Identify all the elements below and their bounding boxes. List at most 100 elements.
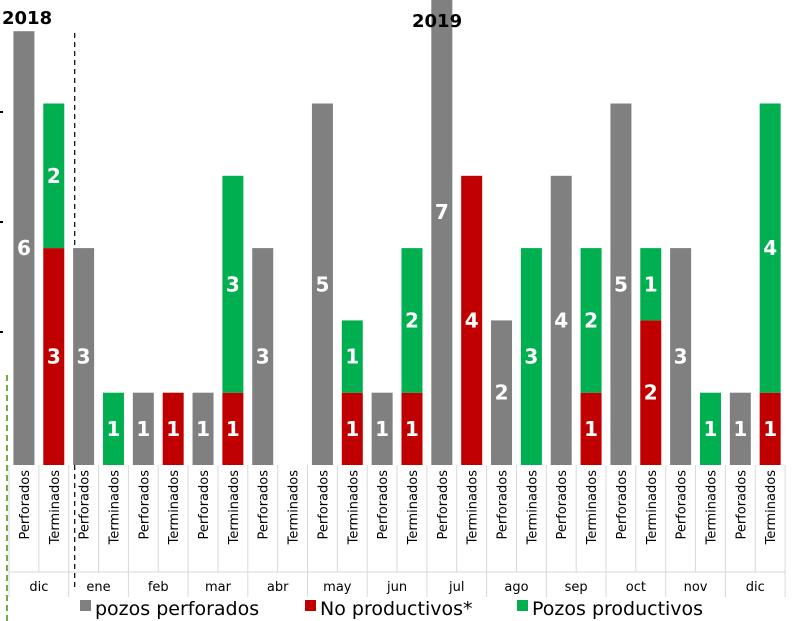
bar-type-label: Terminados [645, 470, 660, 546]
year-label-2019: 2019 [412, 11, 462, 32]
data-label: 1 [405, 417, 419, 441]
bar-type-label: Terminados [585, 470, 600, 546]
bar-segment [132, 392, 154, 465]
data-label: 1 [733, 417, 747, 441]
month-label: dic [746, 580, 765, 595]
bar-segment [371, 392, 393, 465]
bar-type-label: Perforados [675, 470, 690, 540]
data-label: 6 [17, 236, 31, 260]
bar-type-labels: Perforados Terminados Perforados Terminados… [18, 470, 779, 546]
legend-swatch [517, 600, 528, 611]
month-label: mar [205, 580, 232, 595]
bar-segment [580, 392, 602, 465]
month-label: abr [267, 580, 289, 595]
left-axis-marks [0, 111, 8, 621]
data-label: 4 [763, 236, 777, 260]
legend-swatch [305, 600, 316, 611]
month-label: sep [565, 580, 588, 595]
bar-type-label: Terminados [227, 470, 242, 546]
data-label: 3 [524, 345, 538, 369]
bar-segment [311, 103, 333, 465]
data-label: 1 [345, 417, 359, 441]
bar-segment [759, 103, 781, 393]
bars-group [13, 0, 781, 466]
bar-type-label: Perforados [496, 470, 511, 540]
month-label: may [323, 580, 352, 595]
bar-segment [550, 175, 572, 466]
month-label: dic [29, 580, 48, 595]
bar-segment [729, 392, 751, 465]
data-label: 1 [196, 417, 210, 441]
bar-segment [13, 31, 35, 465]
bar-segment [73, 248, 95, 465]
bar-segment [252, 248, 274, 465]
data-label: 3 [77, 345, 91, 369]
bar-type-label: Terminados [406, 470, 421, 546]
data-label: 1 [166, 417, 180, 441]
bar-type-label: Perforados [376, 470, 391, 540]
category-grid [8, 465, 786, 597]
month-label: feb [148, 580, 169, 595]
bar-type-label: Perforados [137, 470, 152, 540]
month-label: ago [504, 580, 528, 595]
data-label: 1 [107, 417, 121, 441]
bar-type-label: Perforados [436, 470, 451, 540]
month-label: jul [448, 580, 464, 595]
data-label: 2 [495, 381, 509, 405]
bar-segment [759, 392, 781, 465]
month-label: ene [86, 580, 110, 595]
data-label: 7 [435, 200, 449, 224]
data-label: 1 [704, 417, 718, 441]
bar-type-label: Terminados [287, 470, 302, 546]
bar-type-label: Terminados [346, 470, 361, 546]
data-label: 3 [256, 345, 270, 369]
bar-segment [43, 103, 65, 249]
data-label: 4 [554, 308, 568, 332]
bar-segment [341, 320, 363, 393]
data-label: 1 [375, 417, 389, 441]
data-label: 3 [674, 345, 688, 369]
bar-type-label: Terminados [764, 470, 779, 546]
legend: pozos perforados No productivos* Pozos pro… [80, 598, 703, 620]
legend-label: pozos perforados [95, 598, 259, 620]
bar-segment [401, 248, 423, 393]
bar-segment [491, 320, 513, 465]
bar-type-label: Perforados [615, 470, 630, 540]
bar-type-label: Terminados [466, 470, 481, 546]
data-label: 1 [763, 417, 777, 441]
bar-type-label: Perforados [257, 470, 272, 540]
bar-segment [640, 248, 662, 321]
bar-type-label: Perforados [316, 470, 331, 540]
bar-type-label: Perforados [197, 470, 212, 540]
bar-segment [610, 103, 632, 465]
data-label: 1 [584, 417, 598, 441]
data-label: 5 [614, 272, 628, 296]
data-label: 3 [226, 272, 240, 296]
bar-segment [520, 248, 542, 465]
bar-type-label: Perforados [734, 470, 749, 540]
bar-type-label: Terminados [48, 470, 63, 546]
data-label: 5 [315, 272, 329, 296]
data-label: 1 [226, 417, 240, 441]
bar-segment [670, 248, 692, 465]
bar-segment [102, 392, 124, 465]
bar-type-label: Terminados [167, 470, 182, 546]
data-label: 3 [47, 345, 61, 369]
bar-segment [431, 0, 453, 466]
bar-type-label: Terminados [525, 470, 540, 546]
data-label: 2 [405, 308, 419, 332]
data-label: 4 [465, 308, 479, 332]
bar-segment [461, 175, 483, 466]
bar-segment [341, 392, 363, 465]
bar-segment [640, 320, 662, 465]
data-label: 1 [345, 345, 359, 369]
year-label-2018: 2018 [2, 8, 52, 29]
data-label: 1 [644, 272, 658, 296]
bar-type-label: Perforados [18, 470, 33, 540]
data-label: 2 [584, 308, 598, 332]
bar-segment [192, 392, 214, 465]
bar-segment [699, 392, 721, 465]
bar-segment [162, 392, 184, 465]
bar-type-label: Terminados [107, 470, 122, 546]
